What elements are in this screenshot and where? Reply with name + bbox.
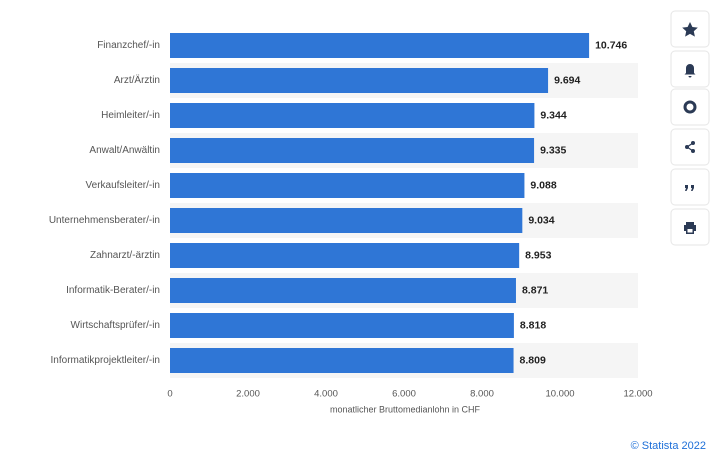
x-tick-label: 12.000 <box>623 389 652 400</box>
bar <box>170 348 514 373</box>
print-icon <box>684 222 696 234</box>
x-axis-title: monatlicher Bruttomedianlohn in CHF <box>330 404 481 414</box>
y-tick-label: Anwalt/Anwältin <box>89 145 160 156</box>
y-tick-label: Zahnarzt/-ärztin <box>90 250 160 261</box>
value-label: 10.746 <box>595 39 627 51</box>
bar <box>170 68 549 93</box>
bar <box>170 208 523 233</box>
value-label: 9.344 <box>540 109 566 121</box>
cite-button[interactable] <box>670 168 710 206</box>
y-tick-label: Verkaufsleiter/-in <box>86 180 160 191</box>
value-label: 8.818 <box>520 319 546 331</box>
y-tick-label: Wirtschaftsprüfer/-in <box>71 320 160 331</box>
value-label: 9.335 <box>540 144 566 156</box>
gear-icon <box>683 100 697 114</box>
bell-icon <box>684 64 696 78</box>
x-tick-label: 8.000 <box>470 389 494 400</box>
y-tick-label: Informatikprojektleiter/-in <box>51 355 160 366</box>
bar <box>170 33 590 58</box>
bar <box>170 278 516 303</box>
value-label: 8.871 <box>522 284 548 296</box>
bar <box>170 243 520 268</box>
y-tick-label: Arzt/Ärztin <box>114 74 160 86</box>
x-tick-label: 0 <box>167 389 172 400</box>
value-label: 9.694 <box>554 74 580 86</box>
share-button[interactable] <box>670 128 710 166</box>
bar <box>170 103 535 128</box>
value-label: 8.953 <box>525 249 551 261</box>
x-tick-label: 2.000 <box>236 389 260 400</box>
value-label: 9.034 <box>528 214 554 226</box>
x-tick-label: 6.000 <box>392 389 416 400</box>
value-label: 8.809 <box>520 354 546 366</box>
toolbar <box>670 10 710 246</box>
star-icon <box>682 22 698 37</box>
x-tick-label: 4.000 <box>314 389 338 400</box>
y-tick-label: Finanzchef/-in <box>97 40 160 51</box>
quote-icon <box>685 185 694 191</box>
value-label: 9.088 <box>530 179 556 191</box>
bar <box>170 173 525 198</box>
credit[interactable]: © Statista 2022 <box>631 440 706 452</box>
y-tick-label: Informatik-Berater/-in <box>66 285 160 296</box>
bar <box>170 138 535 163</box>
share-icon <box>685 141 695 153</box>
settings-button[interactable] <box>670 88 710 126</box>
x-tick-label: 10.000 <box>545 389 574 400</box>
bar <box>170 313 514 338</box>
y-tick-label: Unternehmensberater/-in <box>49 215 160 226</box>
y-tick-label: Heimleiter/-in <box>101 110 160 121</box>
